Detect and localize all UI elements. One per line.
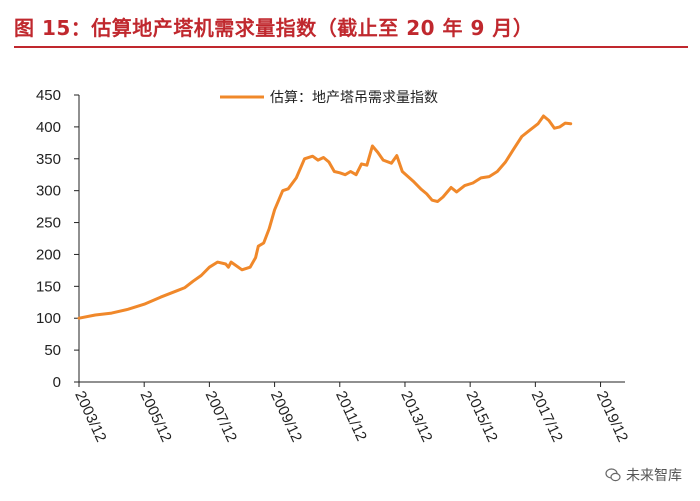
x-tick-label: 2007/12: [202, 388, 240, 444]
legend-label: 估算：地产塔吊需求量指数: [270, 90, 438, 106]
y-tick-label: 450: [36, 87, 61, 104]
x-tick-label: 2003/12: [71, 388, 109, 444]
x-tick-label: 2009/12: [267, 388, 305, 444]
y-tick-label: 50: [44, 342, 61, 359]
series-line: [77, 114, 573, 320]
watermark: 未来智库: [605, 465, 682, 485]
title-underline: [14, 46, 688, 48]
y-axis: 0 50 100 150 200 250 300 350 400 450: [36, 87, 80, 391]
y-tick-label: 100: [36, 310, 61, 327]
x-axis: 2003/12 2005/12 2007/12 2009/12 2011/12 2013/…: [71, 381, 631, 445]
y-tick-label: 250: [36, 215, 61, 232]
x-tick-label: 2015/12: [462, 388, 500, 444]
x-tick-label: 2011/12: [332, 388, 370, 443]
x-tick-label: 2005/12: [136, 388, 174, 444]
y-tick-label: 350: [36, 151, 61, 168]
x-tick-label: 2019/12: [593, 388, 631, 444]
figure-title: 图 15：估算地产塔机需求量指数（截止至 20 年 9 月）: [14, 16, 534, 40]
y-tick-label: 0: [53, 374, 61, 391]
y-tick-label: 200: [36, 246, 61, 263]
y-tick-label: 300: [36, 183, 61, 200]
y-tick-label: 150: [36, 278, 61, 295]
x-tick-label: 2017/12: [528, 388, 566, 444]
wechat-icon: [605, 468, 621, 482]
x-tick-label: 2013/12: [397, 388, 435, 444]
series-layer: [77, 114, 573, 320]
legend: 估算：地产塔吊需求量指数: [220, 90, 438, 106]
watermark-text: 未来智库: [626, 468, 682, 484]
y-tick-label: 400: [36, 119, 61, 136]
